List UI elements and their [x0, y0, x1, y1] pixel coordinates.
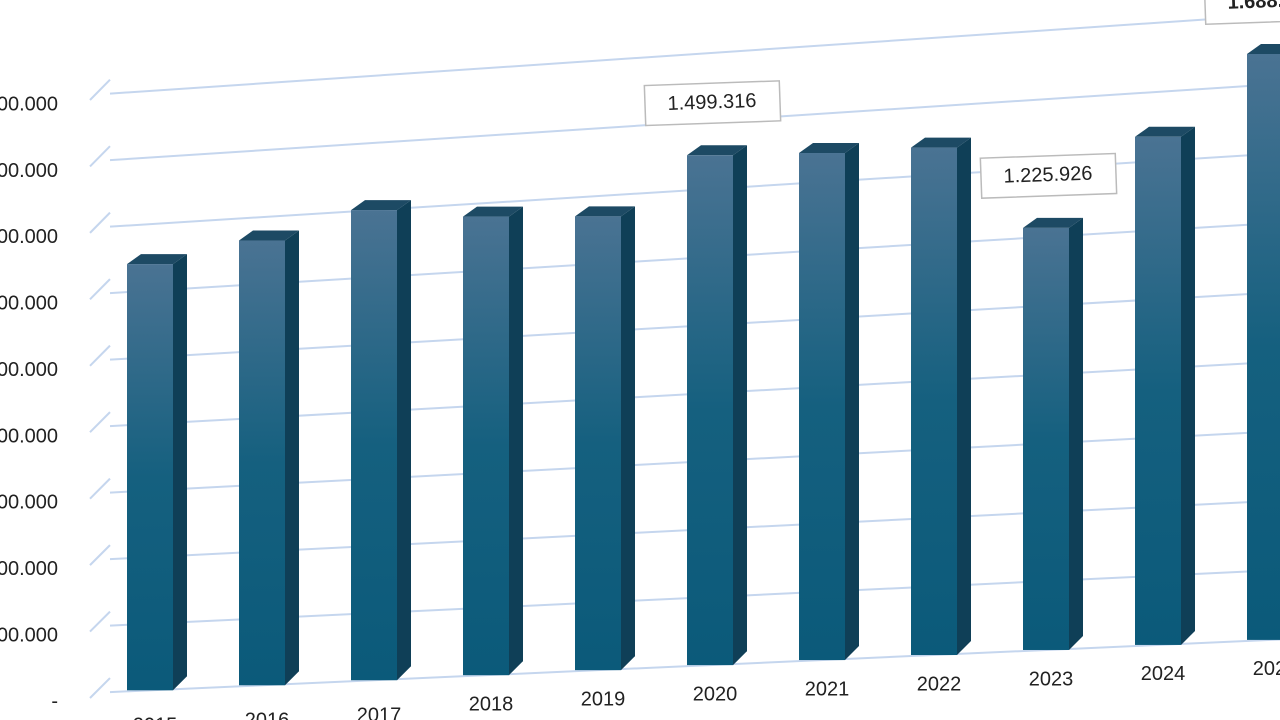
- grid-wall: [89, 344, 111, 367]
- grid-wall: [89, 477, 111, 500]
- bar: [1135, 136, 1181, 645]
- x-tick-label: 2021: [805, 678, 850, 700]
- bar: [799, 153, 845, 661]
- x-tick-label: 2019: [581, 688, 626, 710]
- bar: [351, 210, 397, 681]
- grid-wall: [89, 145, 111, 168]
- value-label: 1.499.316: [667, 90, 757, 115]
- bar-top: [127, 254, 187, 265]
- x-tick-label: 2025: [1253, 658, 1280, 680]
- y-tick-label: 1.800.000: [0, 93, 58, 115]
- bar-top: [1023, 217, 1083, 228]
- bar-top: [1247, 44, 1280, 55]
- bar-side: [509, 206, 523, 676]
- bar: [1023, 227, 1069, 650]
- bar-side: [1069, 217, 1083, 650]
- bar: [575, 216, 621, 671]
- x-tick-label: 2015: [133, 715, 178, 720]
- grid-wall: [89, 544, 111, 566]
- bar: [463, 216, 509, 676]
- x-tick-label: 2024: [1141, 663, 1186, 685]
- bar-side: [733, 145, 747, 666]
- grid-line: [109, 638, 1280, 694]
- y-tick-label: -: [51, 691, 58, 713]
- y-tick-label: 1.000.000: [0, 359, 58, 381]
- y-tick-label: 1.400.000: [0, 226, 58, 248]
- bar-top: [799, 143, 859, 154]
- bar-side: [397, 200, 411, 681]
- bar-side: [285, 230, 299, 686]
- bar-top: [911, 137, 971, 148]
- bar-side: [173, 254, 187, 691]
- bar: [239, 240, 285, 686]
- grid-wall: [89, 211, 111, 234]
- bar: [687, 155, 733, 666]
- grid-wall: [89, 677, 111, 699]
- value-label-box: [643, 80, 782, 127]
- bar: [127, 264, 173, 691]
- y-tick-label: 1.200.000: [0, 293, 58, 315]
- value-label-box: [1203, 0, 1280, 26]
- y-tick-label: 800.000: [0, 425, 58, 447]
- grid-wall: [89, 78, 111, 101]
- y-tick-label: 200.000: [0, 624, 58, 646]
- bar-side: [957, 137, 971, 656]
- y-tick-label: 600.000: [0, 492, 58, 514]
- bar-side: [845, 143, 859, 661]
- bar-top: [463, 206, 523, 217]
- value-label: 1.225.926: [1003, 163, 1093, 188]
- x-tick-label: 2017: [357, 705, 402, 720]
- bar-side: [621, 206, 635, 671]
- x-tick-label: 2018: [469, 693, 514, 715]
- y-tick-label: 400.000: [0, 558, 58, 580]
- x-tick-label: 2020: [693, 683, 738, 705]
- x-tick-label: 2023: [1029, 668, 1074, 690]
- bar-top: [575, 206, 635, 217]
- bar: [911, 147, 957, 656]
- x-tick-label: 2016: [245, 710, 290, 720]
- bar: [1247, 54, 1280, 640]
- bar-side: [1181, 126, 1195, 645]
- grid-wall: [89, 278, 111, 301]
- value-label: 1.688.000: [1227, 0, 1280, 14]
- grid-wall: [89, 610, 111, 633]
- bar-top: [687, 145, 747, 156]
- grid-line: [109, 13, 1280, 95]
- x-tick-label: 2022: [917, 673, 962, 695]
- bar-top: [239, 230, 299, 241]
- grid-wall: [89, 411, 111, 433]
- bar-top: [1135, 126, 1195, 137]
- value-label-box: [979, 152, 1118, 199]
- y-tick-label: 1.600.000: [0, 160, 58, 182]
- bar-top: [351, 200, 411, 211]
